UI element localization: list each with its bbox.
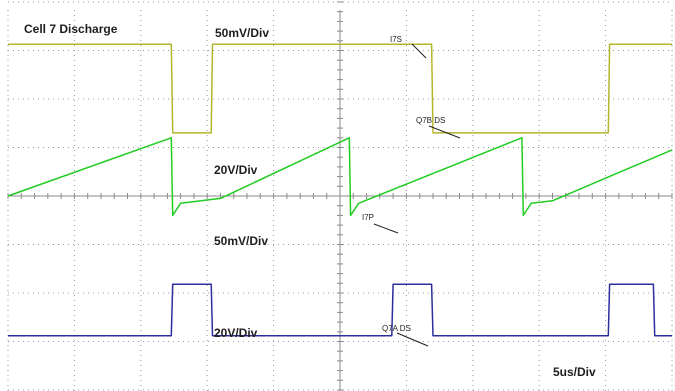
trace-q7a-ds xyxy=(8,283,672,337)
trace-q7b-ds xyxy=(8,43,672,134)
chart-title: Cell 7 Discharge xyxy=(24,22,118,36)
scale-labels: Cell 7 Discharge 50mV/Div 20V/Div 50mV/D… xyxy=(24,22,596,379)
i7p-leader xyxy=(373,223,399,234)
traces xyxy=(7,43,673,337)
i7p-label: I7P xyxy=(362,213,374,222)
q7a-label: Q7A DS xyxy=(382,324,411,333)
time-base-label: 5us/Div xyxy=(553,365,596,379)
i7s-leader xyxy=(411,43,427,59)
scale-label-q7a: 20V/Div xyxy=(214,326,258,340)
q7b-label: Q7B DS xyxy=(416,116,445,125)
trace-annotations: I7S Q7B DS I7P Q7A DS xyxy=(362,35,461,347)
i7s-label: I7S xyxy=(390,35,402,44)
scale-label-i7s: 50mV/Div xyxy=(215,26,269,40)
q7b-leader xyxy=(428,125,461,139)
graticule xyxy=(7,1,673,391)
scale-label-q7b: 20V/Div xyxy=(214,163,258,177)
q7a-leader xyxy=(396,332,429,347)
trace-i7p xyxy=(7,137,673,217)
scale-label-i7p: 50mV/Div xyxy=(214,234,268,248)
